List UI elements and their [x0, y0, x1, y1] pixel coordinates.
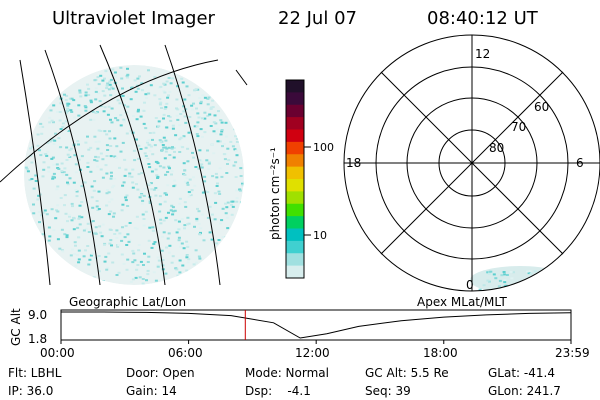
apex-caption: Apex MLat/MLT — [417, 295, 507, 309]
mlat-label-70: 70 — [511, 120, 526, 134]
ytick-high: 9.0 — [28, 308, 47, 322]
gain-status: Gain: 14 — [126, 384, 177, 398]
colorbar — [285, 79, 311, 279]
xtick-2359: 23:59 — [555, 346, 590, 360]
mlat-label-80: 80 — [489, 141, 504, 155]
glat-status: GLat: -41.4 — [488, 366, 555, 380]
observation-time: 08:40:12 UT — [427, 8, 538, 29]
mlt-label-0: 0 — [466, 278, 474, 292]
altitude-axis-label: GC Alt — [9, 308, 23, 346]
altitude-series-line — [61, 311, 572, 339]
mlt-label-12: 12 — [475, 47, 490, 61]
altitude-chart — [60, 309, 572, 344]
seq-status: Seq: 39 — [365, 384, 411, 398]
observation-date: 22 Jul 07 — [278, 8, 357, 29]
xtick-1200: 12:00 — [295, 346, 330, 360]
filter-status: Flt: LBHL — [8, 366, 62, 380]
colorbar-tick-100: 100 — [313, 141, 334, 154]
geographic-caption: Geographic Lat/Lon — [69, 295, 187, 309]
xtick-0000: 00:00 — [40, 346, 75, 360]
ip-status: IP: 36.0 — [8, 384, 54, 398]
geographic-grid-lines — [0, 44, 248, 286]
xtick-1800: 18:00 — [423, 346, 458, 360]
uv-emission-disk — [24, 65, 244, 285]
mlat-label-60: 60 — [534, 100, 549, 114]
mode-status: Mode: Normal — [245, 366, 329, 380]
gc-alt-status: GC Alt: 5.5 Re — [365, 366, 449, 380]
instrument-title: Ultraviolet Imager — [52, 8, 215, 29]
mlt-label-6: 6 — [576, 156, 584, 170]
ytick-low: 1.8 — [28, 332, 47, 346]
xtick-0600: 06:00 — [168, 346, 203, 360]
colorbar-tick-10: 10 — [313, 229, 327, 242]
dsp-status: Dsp: -4.1 — [245, 384, 311, 398]
glon-status: GLon: 241.7 — [488, 384, 561, 398]
mlt-label-18: 18 — [346, 156, 361, 170]
polar-plot — [343, 34, 600, 292]
door-status: Door: Open — [126, 366, 195, 380]
colorbar-unit-label: photon cm⁻²s⁻¹ — [268, 147, 282, 240]
